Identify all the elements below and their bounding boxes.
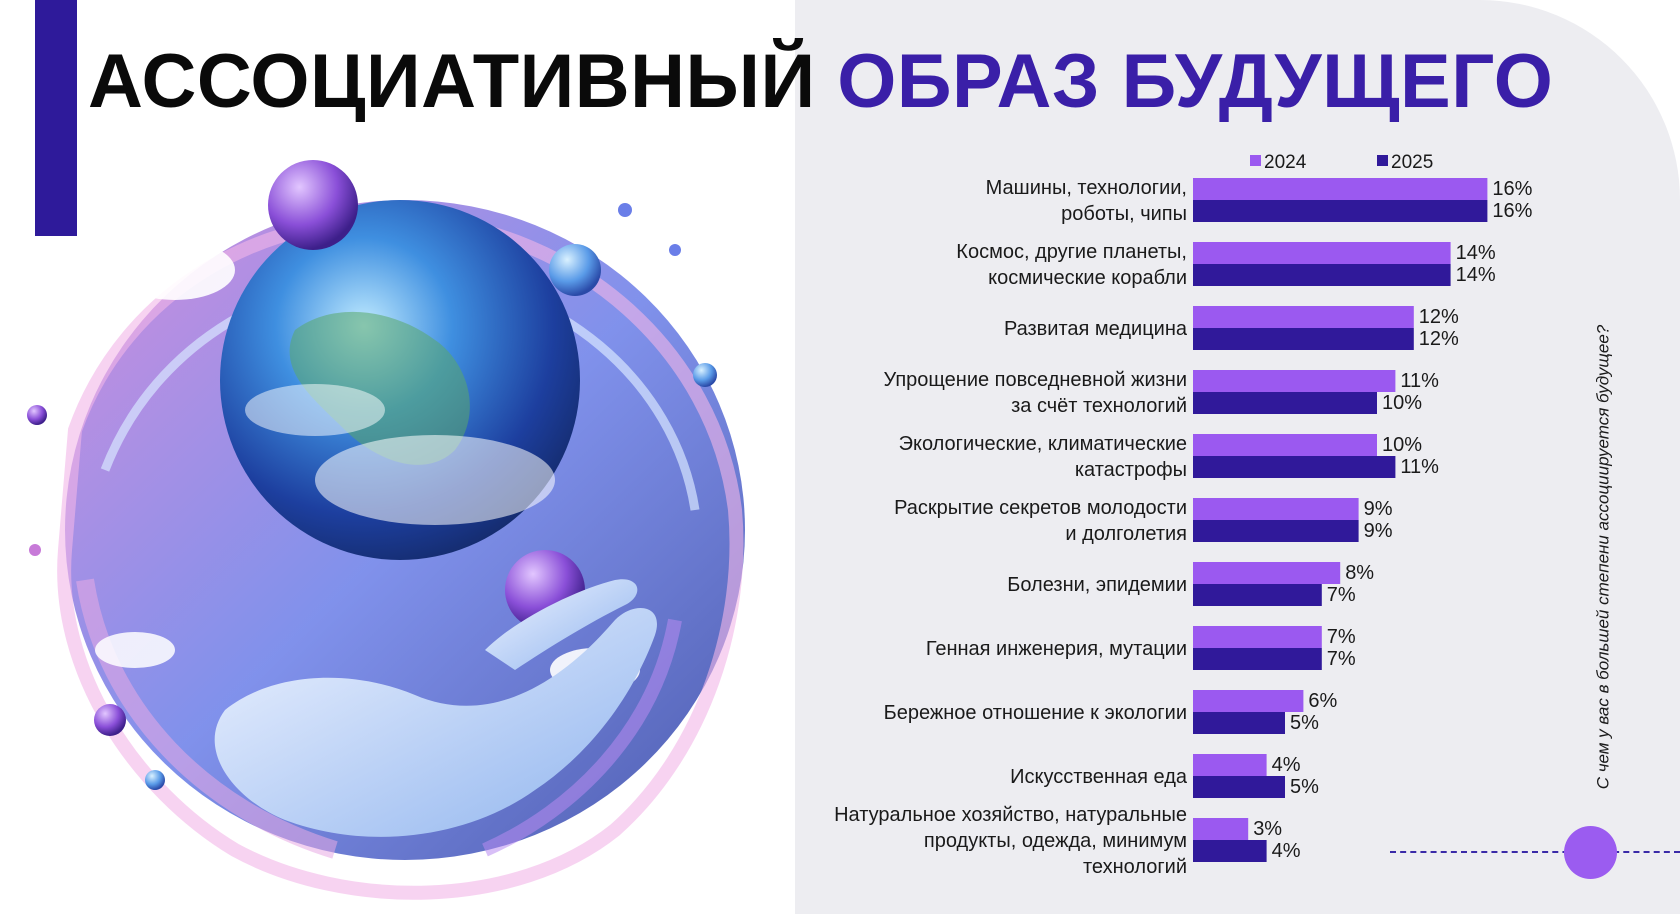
value-label-2024-1: 14% [1456,242,1496,264]
bar-2025-2 [1193,328,1414,350]
legend-swatch-2025 [1377,155,1388,166]
accent-bar [35,0,77,236]
category-label-10-2: технологий [1083,856,1187,878]
bar-2025-5 [1193,520,1359,542]
value-label-2025-10: 4% [1272,840,1301,862]
category-label-3-0: Упрощение повседневной жизни [884,369,1187,391]
category-label-5-1: и долголетия [1065,523,1187,545]
value-label-2025-4: 11% [1400,456,1439,478]
value-label-2025-7: 7% [1327,648,1356,670]
value-label-2024-3: 11% [1400,370,1439,392]
category-label-1-0: Космос, другие планеты, [956,241,1187,263]
decorative-circle [1564,826,1617,879]
value-label-2024-9: 4% [1272,754,1301,776]
value-label-2024-6: 8% [1345,562,1374,584]
value-label-2024-8: 6% [1308,690,1337,712]
category-label-2-0: Развитая медицина [1004,318,1188,340]
survey-question: С чем у вас в большей степени ассоциируе… [1592,297,1614,817]
value-label-2024-2: 12% [1419,306,1459,328]
bar-2024-8 [1193,690,1304,712]
value-label-2025-1: 14% [1456,264,1496,286]
category-label-0-1: роботы, чипы [1061,203,1187,225]
category-label-1-1: космические корабли [988,267,1187,289]
bar-2024-3 [1193,370,1396,392]
legend-label-2024: 2024 [1264,152,1307,173]
bar-2025-4 [1193,456,1396,478]
value-label-2025-2: 12% [1419,328,1459,350]
value-label-2025-0: 16% [1492,200,1532,222]
category-label-5-0: Раскрытие секретов молодости [894,497,1187,519]
legend-swatch-2024 [1250,155,1261,166]
bar-2025-8 [1193,712,1285,734]
bar-2024-4 [1193,434,1377,456]
bar-2024-1 [1193,242,1451,264]
value-label-2025-6: 7% [1327,584,1356,606]
category-label-9-0: Искусственная еда [1010,766,1188,788]
bar-2024-9 [1193,754,1267,776]
bar-2024-10 [1193,818,1249,840]
bar-2025-6 [1193,584,1322,606]
bar-2025-0 [1193,200,1488,222]
category-label-6-0: Болезни, эпидемии [1007,574,1187,596]
bar-2024-2 [1193,306,1414,328]
value-label-2024-0: 16% [1492,178,1532,200]
title-part-2: ОБРАЗ БУДУЩЕГО [837,39,1554,124]
bar-2025-3 [1193,392,1377,414]
title-part-1: АССОЦИАТИВНЫЙ [88,39,816,124]
category-label-4-0: Экологические, климатические [899,433,1187,455]
bar-2024-7 [1193,626,1322,648]
value-label-2024-4: 10% [1382,434,1422,456]
bar-2025-7 [1193,648,1322,670]
survey-question-text: С чем у вас в большей степени ассоциируе… [1593,324,1613,790]
value-label-2024-5: 9% [1364,498,1393,520]
category-label-8-0: Бережное отношение к экологии [884,702,1187,724]
bar-2024-5 [1193,498,1359,520]
bar-2024-0 [1193,178,1488,200]
category-label-7-0: Генная инженерия, мутации [926,638,1187,660]
value-label-2025-9: 5% [1290,776,1319,798]
category-label-0-0: Машины, технологии, [986,177,1187,199]
value-label-2025-3: 10% [1382,392,1422,414]
category-label-10-1: продукты, одежда, минимум [924,830,1187,852]
decorative-dashed-line [1390,851,1680,853]
value-label-2024-7: 7% [1327,626,1356,648]
bar-2025-10 [1193,840,1267,862]
value-label-2025-5: 9% [1364,520,1393,542]
value-label-2024-10: 3% [1253,818,1282,840]
category-label-4-1: катастрофы [1075,459,1187,481]
bar-2024-6 [1193,562,1341,584]
legend-label-2025: 2025 [1391,152,1433,173]
bar-2025-1 [1193,264,1451,286]
category-label-3-1: за счёт технологий [1011,395,1187,417]
future-globe-illustration [27,160,745,900]
bar-2025-9 [1193,776,1285,798]
page-title: АССОЦИАТИВНЫЙ ОБРАЗ БУДУЩЕГО [88,36,1553,127]
value-label-2025-8: 5% [1290,712,1319,734]
category-label-10-0: Натуральное хозяйство, натуральные [834,804,1187,826]
